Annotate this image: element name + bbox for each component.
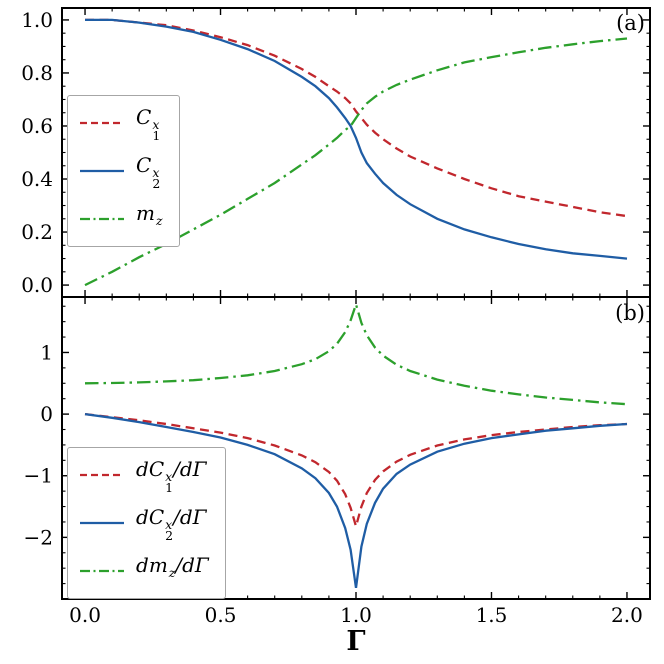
dashdot-green-line-sample-icon [80, 217, 124, 221]
legend-panel-b: dC x 1/dΓ dC x 2/dΓ dm z/dΓ [67, 447, 226, 599]
svg-text:0.4: 0.4 [21, 167, 53, 191]
svg-text:0.8: 0.8 [21, 61, 53, 85]
legend-item-dmz: dm z/dΓ [79, 553, 209, 589]
svg-text:0.0: 0.0 [69, 603, 101, 627]
svg-text:1.5: 1.5 [476, 603, 508, 627]
dashed-red-line-sample-icon [80, 121, 124, 125]
panel-a-label: (a) [616, 11, 645, 35]
solid-blue-line-sample-icon [80, 521, 124, 525]
svg-text:0.2: 0.2 [21, 220, 53, 244]
x-axis-label: Γ [346, 626, 366, 657]
svg-text:−2: −2 [24, 525, 53, 549]
svg-text:0.5: 0.5 [205, 603, 237, 627]
solid-blue-line-sample-icon [80, 169, 124, 173]
dashed-red-line-sample-icon [80, 473, 124, 477]
svg-text:−1: −1 [24, 464, 53, 488]
svg-text:1.0: 1.0 [21, 8, 53, 32]
svg-text:2.0: 2.0 [611, 603, 643, 627]
legend-label-dc2x: dC x 2/dΓ [136, 505, 207, 543]
panel-b-label: (b) [615, 301, 645, 325]
legend-label-dmz: dm z/dΓ [136, 553, 209, 580]
svg-text:1.0: 1.0 [340, 603, 372, 627]
legend-item-dc2x: dC x 2/dΓ [79, 505, 209, 543]
svg-text:0.0: 0.0 [21, 273, 53, 297]
dashdot-green-line-sample-icon [80, 569, 124, 573]
legend-item-dc1x: dC x 1/dΓ [79, 457, 209, 495]
svg-text:0.6: 0.6 [21, 114, 53, 138]
svg-text:0: 0 [40, 402, 53, 426]
svg-text:1: 1 [40, 340, 53, 364]
legend-label-dc1x: dC x 1/dΓ [136, 457, 207, 495]
